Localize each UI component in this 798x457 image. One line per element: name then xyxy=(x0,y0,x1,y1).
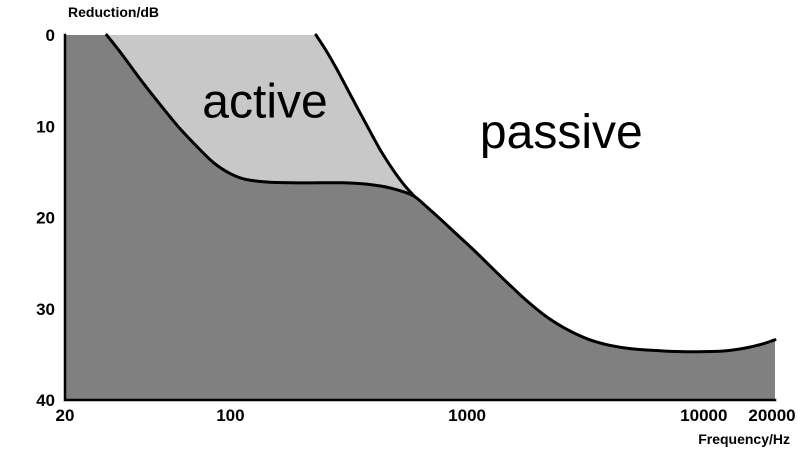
passive-region-label: passive xyxy=(480,106,643,159)
x-tick-label-20: 20 xyxy=(56,406,75,425)
x-axis-tick-labels: 20 100 1000 10000 20000 xyxy=(56,406,796,425)
active-reduction-area xyxy=(106,35,415,197)
y-tick-label-0: 0 xyxy=(46,26,55,45)
x-tick-label-10000: 10000 xyxy=(680,406,727,425)
y-tick-label-20: 20 xyxy=(36,209,55,228)
y-tick-label-40: 40 xyxy=(36,391,55,410)
x-tick-label-1000: 1000 xyxy=(448,406,486,425)
x-tick-label-100: 100 xyxy=(216,406,244,425)
y-tick-label-30: 30 xyxy=(36,300,55,319)
active-region-label: active xyxy=(202,76,327,129)
y-axis-tick-labels: 0 10 20 30 40 xyxy=(36,26,55,410)
passive-reduction-curve xyxy=(314,33,417,198)
axes xyxy=(63,33,777,402)
y-tick-label-10: 10 xyxy=(36,117,55,136)
x-axis-title: Frequency/Hz xyxy=(698,431,790,447)
total-reduction-area xyxy=(65,35,775,400)
x-tick-label-20000: 20000 xyxy=(748,406,795,425)
total-reduction-curve xyxy=(105,33,777,354)
y-axis-title: Reduction/dB xyxy=(68,4,159,20)
